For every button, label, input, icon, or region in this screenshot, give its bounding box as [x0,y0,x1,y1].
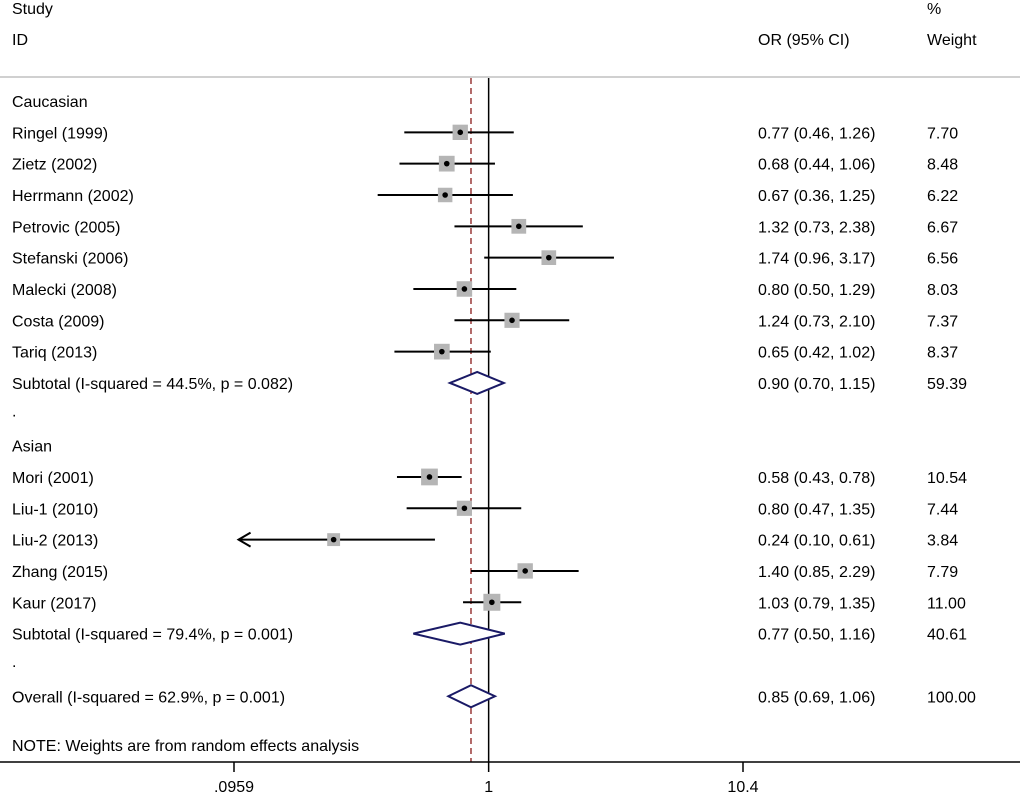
or-ci-value: 0.68 (0.44, 1.06) [758,157,875,174]
weight-value: 7.79 [927,564,958,581]
weight-value: 8.37 [927,345,958,362]
point-estimate [522,568,528,574]
or-ci-value: 0.90 (0.70, 1.15) [758,376,875,393]
weight-value: 8.48 [927,157,958,174]
study-label: Malecki (2008) [12,282,117,299]
study-label: Mori (2001) [12,470,94,487]
or-ci-value: 0.67 (0.36, 1.25) [758,188,875,205]
subtotal-label: Subtotal (I-squared = 79.4%, p = 0.001) [12,627,293,644]
weight-value: 7.37 [927,313,958,330]
study-label: Ringel (1999) [12,125,108,142]
spacer-dot: . [12,654,16,671]
point-estimate [439,348,445,355]
study-label: Stefanski (2006) [12,251,129,268]
weight-header: Weight [927,32,977,49]
point-estimate [509,317,515,324]
weights-note: NOTE: Weights are from random effects an… [12,738,359,755]
or-ci-value: 1.74 (0.96, 3.17) [758,251,875,268]
weight-value: 11.00 [927,595,966,612]
x-tick-label: 10.4 [727,779,758,796]
overall-label: Overall (I-squared = 62.9%, p = 0.001) [12,689,285,706]
study-label: Petrovic (2005) [12,219,121,236]
weight-value: 6.22 [927,188,958,205]
x-tick-label: .0959 [214,779,254,796]
weight-value: 7.44 [927,501,958,518]
or-ci-value: 0.80 (0.47, 1.35) [758,501,875,518]
weight-value: 6.56 [927,251,958,268]
study-label: Liu-2 (2013) [12,533,98,550]
group-label: Asian [12,439,52,456]
or-ci-value: 0.58 (0.43, 0.78) [758,470,875,487]
study-label: Zietz (2002) [12,157,97,174]
weight-value: 40.61 [927,627,967,644]
weight-value: 3.84 [927,533,958,550]
or-ci-value: 0.77 (0.46, 1.26) [758,125,875,142]
point-estimate [461,505,468,512]
weight-value: 8.03 [927,282,958,299]
weight-value: 6.67 [927,219,958,236]
weight-value: 10.54 [927,470,967,487]
study-label: Costa (2009) [12,313,105,330]
group-label: Caucasian [12,94,88,111]
study-label: Tariq (2013) [12,345,97,362]
weight-value: 59.39 [927,376,967,393]
point-estimate [443,160,450,167]
id-header: ID [12,32,28,49]
or-ci-header: OR (95% CI) [758,32,850,49]
or-ci-value: 0.24 (0.10, 0.61) [758,533,875,550]
study-label: Herrmann (2002) [12,188,134,205]
spacer-dot: . [12,403,16,420]
or-ci-value: 0.65 (0.42, 1.02) [758,345,875,362]
point-estimate [442,192,448,198]
point-estimate [426,474,433,480]
subtotal-label: Subtotal (I-squared = 44.5%, p = 0.082) [12,376,293,393]
or-ci-value: 1.24 (0.73, 2.10) [758,313,875,330]
weight-value: 7.70 [927,125,958,142]
or-ci-value: 0.85 (0.69, 1.06) [758,689,875,706]
point-estimate [515,223,522,230]
weight-value: 100.00 [927,689,976,706]
point-estimate [489,599,495,606]
point-estimate [461,286,468,292]
subtotal-diamond [447,370,507,396]
subtotal-diamond [413,621,506,646]
or-ci-value: 0.80 (0.50, 1.29) [758,282,875,299]
or-ci-value: 0.77 (0.50, 1.16) [758,627,875,644]
ci-arrow-left [236,531,252,548]
overall-diamond [446,684,498,709]
study-header: Study [12,1,53,18]
point-estimate [330,536,337,543]
study-label: Kaur (2017) [12,595,97,612]
study-label: Zhang (2015) [12,564,108,581]
percent-header: % [927,1,941,18]
study-label: Liu-1 (2010) [12,501,98,518]
or-ci-value: 1.40 (0.85, 2.29) [758,564,875,581]
or-ci-value: 1.32 (0.73, 2.38) [758,219,875,236]
or-ci-value: 1.03 (0.79, 1.35) [758,595,875,612]
point-estimate [546,254,552,261]
point-estimate [457,129,464,136]
x-tick-label: 1 [484,779,493,796]
